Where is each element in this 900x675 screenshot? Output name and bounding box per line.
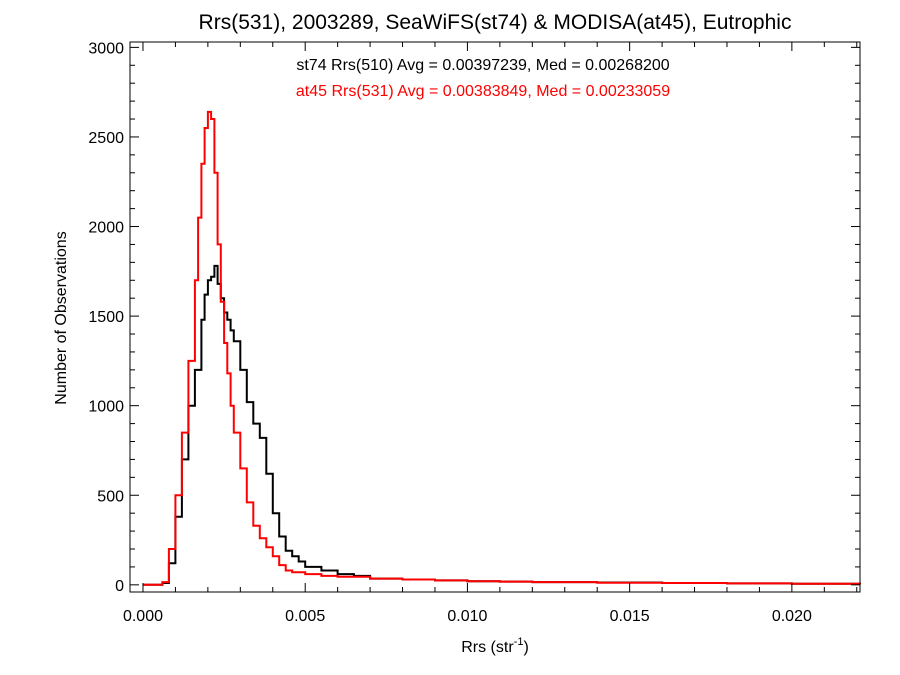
series-layer bbox=[143, 110, 861, 586]
plot-frame bbox=[129, 41, 861, 593]
legend-entry-1: at45 Rrs(531) Avg = 0.00383849, Med = 0.… bbox=[296, 83, 670, 100]
y-tick-label: 0 bbox=[115, 578, 124, 595]
series-line-0 bbox=[143, 264, 861, 586]
y-tick-label: 1500 bbox=[88, 309, 124, 326]
x-axis-label-superscript: -1 bbox=[514, 636, 524, 648]
y-axis-label: Number of Observations bbox=[53, 231, 70, 404]
y-tick-label: 2000 bbox=[88, 220, 124, 237]
chart-title: Rrs(531), 2003289, SeaWiFS(st74) & MODIS… bbox=[199, 11, 792, 34]
x-axis-label-close: ) bbox=[523, 639, 528, 656]
y-axis: 0 500 1000 1500 2000 2500 3000 bbox=[88, 40, 860, 595]
x-axis-label-base: Rrs (str bbox=[461, 639, 514, 656]
series-line-1 bbox=[143, 110, 861, 586]
x-tick-label: 0.010 bbox=[447, 608, 487, 625]
legend-entry-0: st74 Rrs(510) Avg = 0.00397239, Med = 0.… bbox=[296, 57, 669, 74]
x-tick-label: 0.015 bbox=[610, 608, 650, 625]
x-tick-label: 0.020 bbox=[772, 608, 812, 625]
x-tick-label: 0.005 bbox=[285, 608, 325, 625]
x-axis: 0.000 0.005 0.010 0.015 0.020 bbox=[123, 42, 858, 625]
y-tick-label: 3000 bbox=[88, 40, 124, 57]
y-tick-label: 2500 bbox=[88, 130, 124, 147]
x-axis-label: Rrs (str-1) bbox=[461, 636, 529, 656]
x-tick-label: 0.000 bbox=[123, 608, 163, 625]
legend: st74 Rrs(510) Avg = 0.00397239, Med = 0.… bbox=[296, 57, 670, 100]
y-tick-label: 500 bbox=[97, 488, 124, 505]
y-tick-label: 1000 bbox=[88, 399, 124, 416]
